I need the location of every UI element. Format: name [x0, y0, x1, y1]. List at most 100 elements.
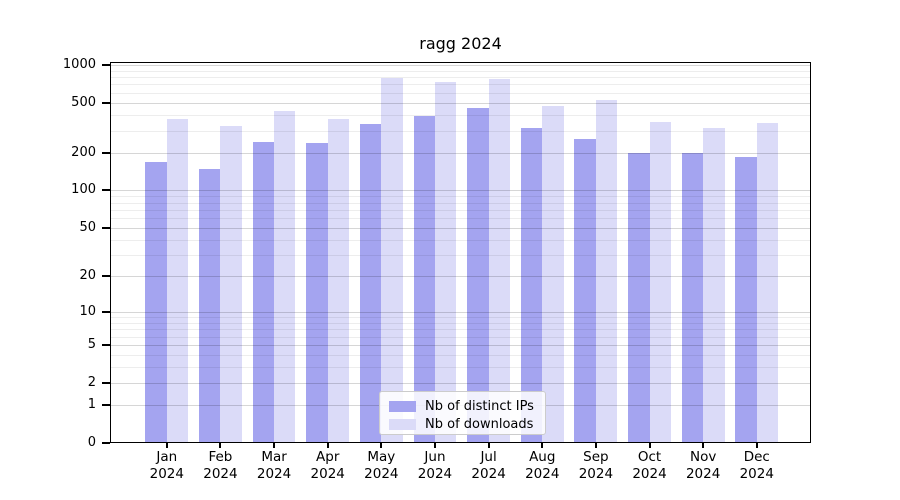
- y-tick-mark: [102, 343, 110, 346]
- y-tick-label: 500: [71, 94, 96, 110]
- legend-label-distinct-ips: Nb of distinct IPs: [425, 398, 534, 414]
- x-tick-mark: [702, 443, 705, 448]
- x-tick-year: 2024: [685, 466, 721, 482]
- y-tick-label: 10: [79, 303, 96, 319]
- x-tick-mark: [594, 443, 597, 448]
- bar-nb-of-distinct-ips-jun: [413, 115, 435, 443]
- x-tick-mark: [326, 443, 329, 448]
- bar-nb-of-distinct-ips-may: [359, 124, 382, 443]
- x-tick-month: Nov: [689, 449, 717, 465]
- x-tick-label: Sep 2024: [554, 449, 638, 483]
- x-tick-mark: [755, 443, 758, 448]
- x-tick-mark: [433, 443, 436, 448]
- legend-swatch-distinct-ips: [389, 400, 416, 412]
- y-tick-mark: [102, 226, 110, 229]
- y-tick-mark: [102, 275, 110, 278]
- x-tick-year: 2024: [203, 466, 238, 482]
- x-tick-year: 2024: [525, 466, 560, 482]
- x-tick-label: May 2024: [339, 449, 423, 483]
- y-tick-mark: [102, 310, 110, 313]
- bar-nb-of-downloads-dec: [756, 122, 779, 443]
- y-tick-label: 50: [79, 219, 96, 235]
- chart-title: ragg 2024: [419, 34, 502, 53]
- bar-nb-of-distinct-ips-apr: [306, 142, 328, 443]
- x-tick-label: Jan 2024: [125, 449, 209, 483]
- x-tick-year: 2024: [739, 466, 774, 482]
- bar-nb-of-downloads-aug: [542, 105, 564, 443]
- x-tick-month: Sep: [583, 449, 609, 465]
- y-tick-label: 200: [71, 144, 96, 160]
- x-tick-month: Dec: [743, 449, 770, 465]
- y-tick-mark: [102, 442, 110, 444]
- bar-nb-of-downloads-feb: [220, 126, 242, 443]
- x-tick-month: Feb: [208, 449, 233, 465]
- bar-nb-of-downloads-jun: [434, 82, 457, 443]
- y-tick-mark: [102, 381, 110, 384]
- bar-nb-of-distinct-ips-jul: [467, 107, 489, 443]
- x-tick-year: 2024: [632, 466, 667, 482]
- x-tick-month: May: [367, 449, 396, 465]
- x-tick-year: 2024: [417, 466, 453, 482]
- legend: Nb of distinct IPs Nb of downloads: [379, 391, 546, 435]
- bar-nb-of-downloads-sep: [595, 100, 618, 443]
- x-tick-label: Feb 2024: [178, 449, 262, 483]
- y-tick-label: 0: [87, 435, 96, 450]
- x-tick-month: Apr: [316, 449, 340, 465]
- bar-nb-of-distinct-ips-oct: [628, 152, 650, 443]
- x-tick-year: 2024: [256, 466, 292, 482]
- x-tick-label: Mar 2024: [232, 449, 316, 483]
- bar-nb-of-distinct-ips-mar: [252, 141, 275, 443]
- y-tick-label: 1: [87, 397, 96, 413]
- x-tick-label: Jul 2024: [447, 449, 531, 483]
- bar-nb-of-downloads-nov: [703, 127, 725, 443]
- x-tick-month: Aug: [529, 449, 556, 465]
- bar-nb-of-downloads-apr: [327, 119, 350, 443]
- x-tick-year: 2024: [471, 466, 506, 482]
- x-tick-month: Mar: [261, 449, 287, 465]
- bar-nb-of-downloads-mar: [274, 110, 296, 443]
- x-tick-year: 2024: [578, 466, 614, 482]
- y-tick-label: 1000: [62, 56, 96, 72]
- x-tick-year: 2024: [149, 466, 184, 482]
- bar-nb-of-downloads-oct: [649, 121, 671, 443]
- x-tick-label: Dec 2024: [715, 449, 799, 483]
- bar-nb-of-distinct-ips-nov: [681, 153, 704, 443]
- x-tick-mark: [380, 443, 383, 448]
- x-tick-mark: [273, 443, 276, 448]
- x-tick-mark: [165, 443, 168, 448]
- x-tick-label: Nov 2024: [661, 449, 745, 483]
- legend-swatch-downloads: [389, 418, 416, 430]
- x-tick-label: Apr 2024: [286, 449, 370, 483]
- x-tick-month: Jan: [156, 449, 178, 465]
- x-tick-year: 2024: [364, 466, 399, 482]
- x-tick-mark: [648, 443, 651, 448]
- x-tick-label: Jun 2024: [393, 449, 477, 483]
- x-tick-month: Oct: [637, 449, 662, 465]
- y-tick-mark: [102, 63, 110, 66]
- y-tick-label: 20: [79, 268, 96, 284]
- bar-nb-of-distinct-ips-feb: [199, 169, 221, 443]
- legend-item-distinct-ips: Nb of distinct IPs: [389, 398, 536, 414]
- x-tick-month: Jul: [480, 449, 497, 465]
- bar-nb-of-downloads-may: [381, 77, 403, 443]
- bar-nb-of-distinct-ips-jan: [145, 162, 167, 443]
- y-tick-label: 2: [87, 374, 96, 390]
- x-tick-label: Oct 2024: [608, 449, 692, 483]
- y-tick-mark: [102, 151, 110, 154]
- y-tick-mark: [102, 404, 110, 407]
- y-tick-label: 100: [71, 182, 96, 198]
- bars-layer: [110, 62, 811, 443]
- x-tick-label: Aug 2024: [500, 449, 584, 483]
- legend-label-downloads: Nb of downloads: [425, 416, 534, 432]
- bar-nb-of-downloads-jan: [166, 119, 189, 443]
- x-tick-mark: [219, 443, 222, 448]
- y-tick-mark: [102, 101, 110, 104]
- bar-nb-of-distinct-ips-dec: [735, 156, 757, 443]
- y-tick-label: 5: [87, 336, 96, 352]
- bar-nb-of-distinct-ips-aug: [520, 128, 543, 443]
- bar-nb-of-downloads-jul: [488, 78, 510, 443]
- x-tick-month: Jun: [424, 449, 446, 465]
- bar-nb-of-distinct-ips-sep: [574, 138, 596, 443]
- y-tick-mark: [102, 189, 110, 192]
